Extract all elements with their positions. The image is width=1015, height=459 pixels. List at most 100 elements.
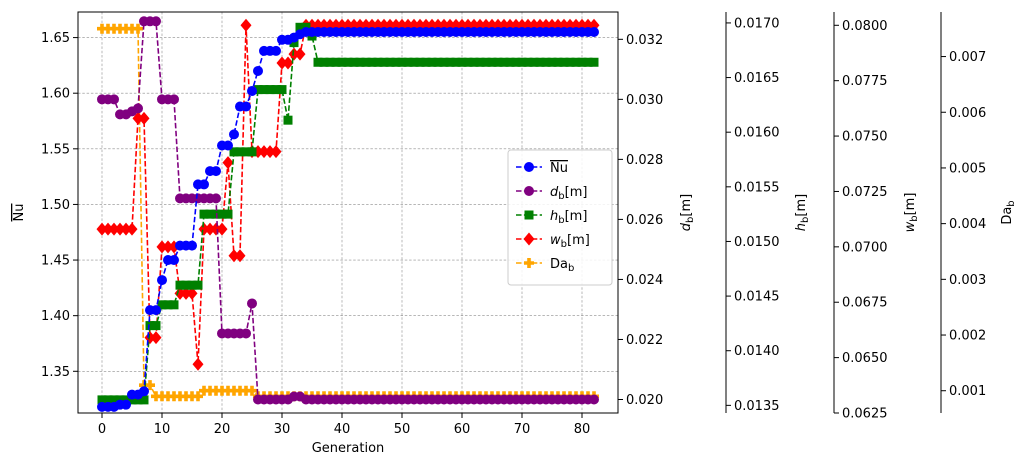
nu-tick-label: 1.35 <box>41 365 70 380</box>
data-point <box>258 145 270 159</box>
ylabel-Da_b: Dab <box>1000 200 1015 224</box>
data-point <box>199 385 209 396</box>
w_b-tick-label: 0.0725 <box>842 185 888 200</box>
data-point <box>193 391 203 402</box>
data-point <box>228 249 240 263</box>
data-point <box>319 57 329 67</box>
data-point <box>337 57 347 67</box>
h_b-tick-label: 0.0170 <box>734 16 780 31</box>
data-point <box>313 57 323 67</box>
ylabel-w_b: wb[m] <box>903 193 920 233</box>
data-point <box>126 222 138 236</box>
w_b-tick-label: 0.0675 <box>842 296 888 311</box>
data-point <box>169 391 179 402</box>
x-tick-label: 60 <box>454 422 471 437</box>
data-point <box>211 385 221 396</box>
data-point <box>109 94 119 105</box>
data-point <box>120 222 132 236</box>
data-point <box>204 222 216 236</box>
data-point <box>361 57 371 67</box>
data-point <box>133 23 143 34</box>
data-point <box>150 331 162 345</box>
data-point <box>175 280 185 290</box>
data-point <box>493 57 503 67</box>
data-point <box>157 275 167 286</box>
x-tick-label: 50 <box>394 422 411 437</box>
h_b-tick-label: 0.0140 <box>734 344 780 359</box>
data-point <box>139 395 149 405</box>
h_b-tick-label: 0.0150 <box>734 235 780 250</box>
data-point <box>234 249 246 263</box>
nu-tick-label: 1.45 <box>41 254 70 269</box>
Da_b-tick-label: 0.005 <box>949 161 986 176</box>
data-point <box>571 57 581 67</box>
data-point <box>211 193 221 204</box>
data-point <box>162 240 174 254</box>
data-point <box>240 18 252 32</box>
data-point <box>469 57 479 67</box>
data-point <box>96 222 108 236</box>
data-point <box>457 57 467 67</box>
data-point <box>157 300 167 310</box>
data-point <box>175 391 185 402</box>
d_b-tick-label: 0.032 <box>626 33 663 48</box>
data-point <box>259 85 269 95</box>
data-point <box>397 57 407 67</box>
data-point <box>241 147 251 157</box>
data-point <box>373 57 383 67</box>
data-point <box>553 57 563 67</box>
data-point <box>163 300 173 310</box>
data-point <box>109 23 119 34</box>
data-point <box>475 57 485 67</box>
data-point <box>283 115 293 125</box>
data-point <box>169 300 179 310</box>
Da_b-tick-label: 0.004 <box>949 217 986 232</box>
data-point <box>451 57 461 67</box>
data-point <box>247 298 257 309</box>
data-point <box>181 391 191 402</box>
data-point <box>276 56 288 70</box>
data-point <box>247 147 257 157</box>
data-point <box>133 103 143 114</box>
d_b-tick-label: 0.020 <box>626 393 663 408</box>
data-point <box>151 16 161 27</box>
data-point <box>235 385 245 396</box>
data-point <box>186 286 198 300</box>
w_b-tick-label: 0.0800 <box>842 19 888 34</box>
data-point <box>127 23 137 34</box>
h_b-tick-label: 0.0155 <box>734 180 780 195</box>
data-point <box>103 395 113 405</box>
legend-entry: hb[m] <box>516 209 587 226</box>
data-point <box>403 57 413 67</box>
data-point <box>97 23 107 34</box>
data-point <box>127 395 137 405</box>
data-point <box>349 57 359 67</box>
data-point <box>157 391 167 402</box>
legend: Nu db[m] hb[m] wb[m] Dab <box>507 149 613 286</box>
data-point <box>139 386 149 397</box>
data-point <box>205 209 215 219</box>
plot-frame <box>77 11 619 414</box>
data-point <box>223 385 233 396</box>
Da_b-tick-label: 0.002 <box>949 329 986 344</box>
data-point <box>577 57 587 67</box>
data-point <box>235 147 245 157</box>
data-point <box>192 357 204 371</box>
data-point <box>295 22 305 32</box>
data-point <box>445 57 455 67</box>
data-point <box>325 57 335 67</box>
data-point <box>524 210 534 220</box>
nu-tick-label: 1.60 <box>41 87 70 102</box>
data-point <box>421 57 431 67</box>
x-tick-label: 80 <box>574 422 591 437</box>
data-point <box>133 395 143 405</box>
x-axis: 0 10 20 30 40 50 60 70 80 <box>98 413 590 437</box>
data-point <box>199 179 209 190</box>
data-point <box>463 57 473 67</box>
data-point <box>241 385 251 396</box>
d_b-tick-label: 0.022 <box>626 333 663 348</box>
series-Nu <box>97 27 599 412</box>
series-layer <box>96 16 600 412</box>
h_b-tick-label: 0.0160 <box>734 126 780 141</box>
legend-label: hb[m] <box>550 209 587 226</box>
